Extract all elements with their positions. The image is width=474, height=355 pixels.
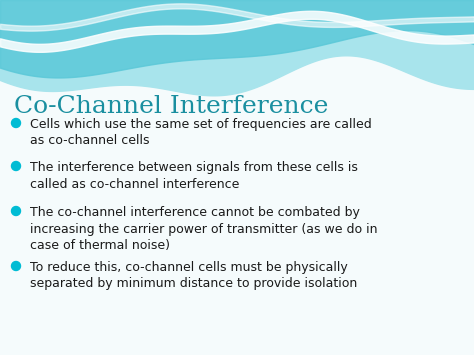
Circle shape <box>11 119 20 127</box>
Text: The co-channel interference cannot be combated by
increasing the carrier power o: The co-channel interference cannot be co… <box>30 206 377 252</box>
Text: To reduce this, co-channel cells must be physically
separated by minimum distanc: To reduce this, co-channel cells must be… <box>30 261 357 290</box>
Circle shape <box>11 262 20 271</box>
Text: Cells which use the same set of frequencies are called
as co-channel cells: Cells which use the same set of frequenc… <box>30 118 372 147</box>
Circle shape <box>11 162 20 170</box>
Text: The interference between signals from these cells is
called as co-channel interf: The interference between signals from th… <box>30 161 358 191</box>
Text: Co-Channel Interference: Co-Channel Interference <box>14 95 328 118</box>
Circle shape <box>11 207 20 215</box>
